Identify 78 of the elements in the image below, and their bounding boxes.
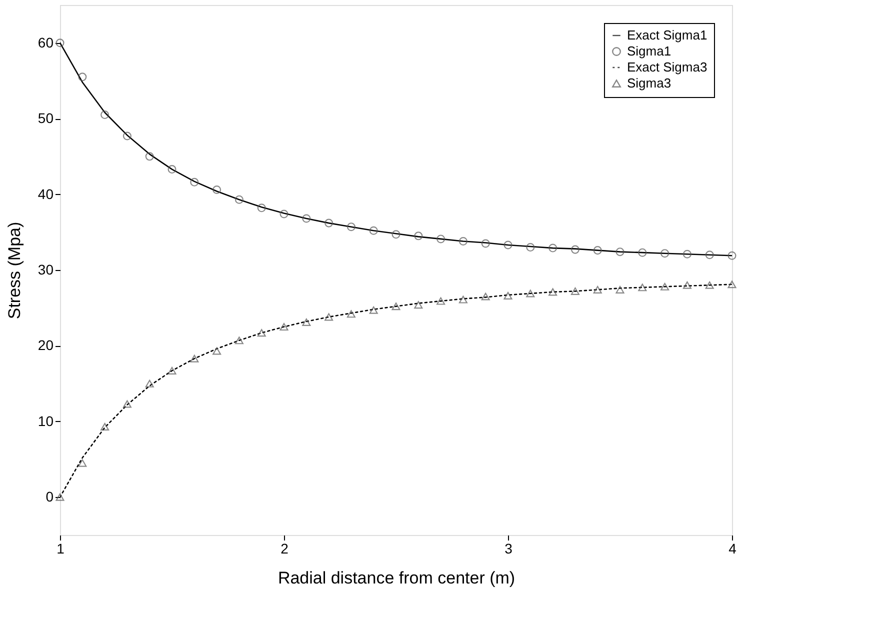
point <box>660 282 670 290</box>
legend-label: Sigma3 <box>627 76 672 90</box>
point <box>414 232 423 240</box>
point <box>526 243 535 252</box>
point <box>280 323 288 331</box>
legend-label: Sigma1 <box>627 44 672 58</box>
point <box>190 354 199 362</box>
point <box>593 246 602 255</box>
point <box>728 251 736 260</box>
point <box>705 281 714 289</box>
point <box>616 286 624 294</box>
point <box>302 214 311 223</box>
point <box>728 280 736 288</box>
point <box>168 165 176 174</box>
y-tick-label: 30 <box>38 262 54 278</box>
point <box>392 230 400 239</box>
point <box>145 152 154 161</box>
y-tick-label: 20 <box>38 337 54 354</box>
point <box>436 234 446 244</box>
point <box>593 286 602 294</box>
point <box>436 297 446 305</box>
point <box>481 292 490 300</box>
y-tick-label: 60 <box>38 34 54 50</box>
y-tick-label: 40 <box>38 186 54 202</box>
point <box>570 287 580 295</box>
point <box>458 236 468 246</box>
point <box>638 248 647 257</box>
point <box>257 329 266 337</box>
point <box>100 110 110 120</box>
point <box>212 185 222 194</box>
point <box>145 380 154 388</box>
point <box>212 347 222 355</box>
point <box>122 132 132 140</box>
point <box>234 195 244 204</box>
point <box>78 72 87 82</box>
point <box>369 226 378 235</box>
point <box>504 240 512 250</box>
point <box>190 178 199 186</box>
point <box>548 244 558 252</box>
point <box>346 310 356 318</box>
y-tick-label: 10 <box>38 412 54 429</box>
point <box>414 301 423 309</box>
point <box>324 313 334 321</box>
point <box>526 290 535 298</box>
y-tick-label: 0 <box>46 488 54 505</box>
x-tick-label: 3 <box>504 540 513 556</box>
point <box>458 296 468 304</box>
point <box>660 249 670 258</box>
point <box>616 248 624 256</box>
x-tick-label: 1 <box>56 540 65 556</box>
point <box>257 204 266 212</box>
point <box>100 422 110 430</box>
point <box>682 250 692 258</box>
point <box>481 239 490 248</box>
point <box>302 318 311 326</box>
point <box>346 222 356 232</box>
point <box>122 400 132 408</box>
point <box>78 459 87 467</box>
point <box>324 218 334 228</box>
point <box>392 302 400 310</box>
point <box>168 366 176 374</box>
point <box>682 281 692 289</box>
point <box>369 306 378 314</box>
point <box>234 336 244 344</box>
point <box>705 250 714 260</box>
x-tick-label: 2 <box>280 540 289 556</box>
x-tick-label: 4 <box>728 540 737 556</box>
point <box>504 292 512 300</box>
legend-label: Exact Sigma1 <box>627 28 708 42</box>
point <box>280 210 288 218</box>
point <box>638 284 647 292</box>
legend-label: Exact Sigma3 <box>627 60 708 74</box>
point <box>548 288 558 296</box>
point <box>56 493 64 501</box>
y-axis-title: Stress (Mpa) <box>4 222 24 320</box>
x-axis-title: Radial distance from center (m) <box>278 568 516 588</box>
y-tick-label: 50 <box>38 110 54 126</box>
point <box>570 245 580 254</box>
